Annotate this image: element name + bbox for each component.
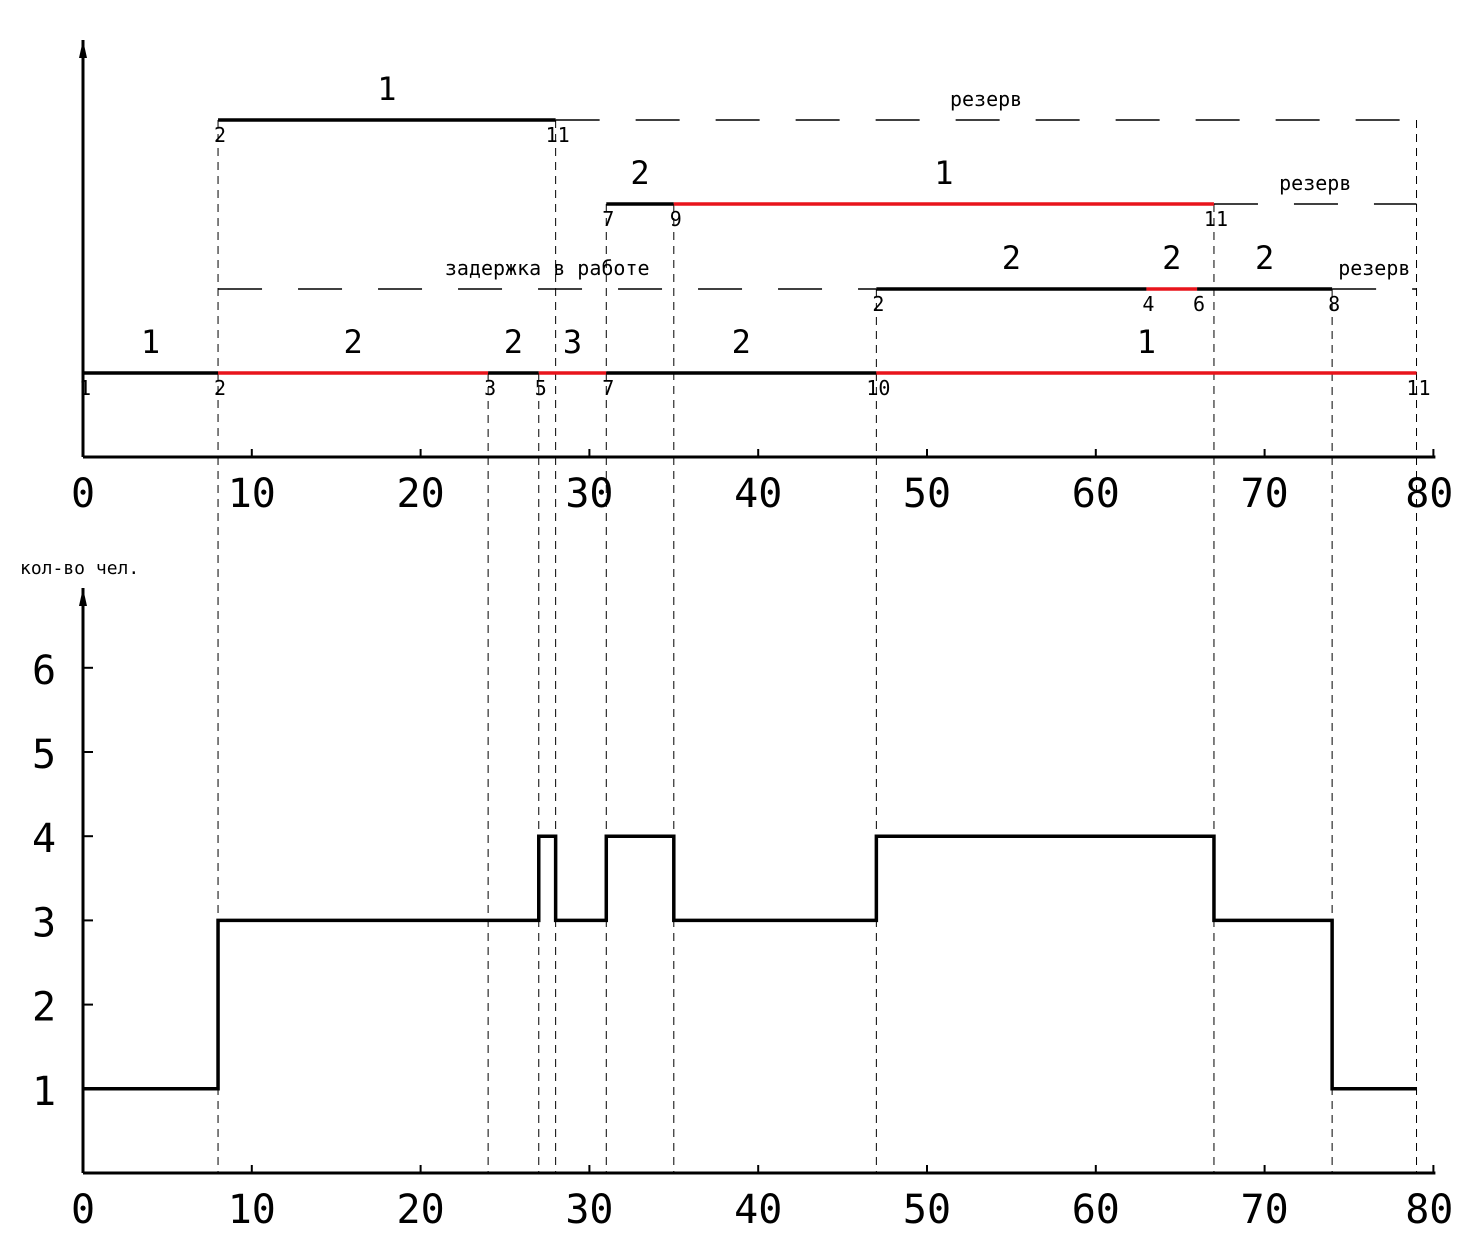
event-number: 4 bbox=[1142, 292, 1154, 316]
duration-label: 2 bbox=[1162, 239, 1181, 277]
reserve-label: резерв bbox=[950, 87, 1022, 111]
workforce-y-tick-label: 6 bbox=[32, 648, 56, 694]
duration-label: 2 bbox=[504, 323, 523, 361]
gantt-x-tick-label: 60 bbox=[1072, 471, 1120, 517]
gantt-y-axis-arrow bbox=[79, 40, 87, 58]
event-number: 7 bbox=[602, 207, 614, 231]
gantt-work-segments bbox=[83, 118, 1417, 375]
workforce-y-axis-arrow bbox=[79, 588, 87, 606]
workforce-x-tick-label: 20 bbox=[397, 1187, 445, 1233]
event-number: 11 bbox=[1406, 376, 1430, 400]
workforce-x-tick-label: 70 bbox=[1241, 1187, 1289, 1233]
gantt-x-tick-label: 70 bbox=[1241, 471, 1289, 517]
workforce-y-axis-label: кол-во чел. bbox=[20, 558, 139, 579]
reserve-label: задержка в работе bbox=[445, 256, 650, 280]
workforce-x-tick-label: 10 bbox=[228, 1187, 276, 1233]
workforce-step-path bbox=[83, 834, 1417, 1091]
duration-label: 1 bbox=[377, 70, 396, 108]
event-number: 8 bbox=[1328, 292, 1340, 316]
workforce-x-tick-label: 80 bbox=[1405, 1187, 1453, 1233]
gantt-x-tick-label: 0 bbox=[71, 471, 95, 517]
duration-label: 2 bbox=[630, 154, 649, 192]
gantt-axes: 0 10 20 30 40 50 60 70 80 bbox=[71, 40, 1453, 517]
duration-label: 2 bbox=[1255, 239, 1274, 277]
event-number: 2 bbox=[214, 376, 226, 400]
event-number: 7 bbox=[602, 376, 614, 400]
workforce-x-tick-label: 50 bbox=[903, 1187, 951, 1233]
gantt-x-tick-label: 40 bbox=[734, 471, 782, 517]
gantt-x-tick-label: 80 bbox=[1405, 471, 1453, 517]
workforce-x-tick-label: 0 bbox=[71, 1187, 95, 1233]
duration-label: 2 bbox=[1002, 239, 1021, 277]
event-number: 1 bbox=[79, 376, 91, 400]
workforce-step-line bbox=[83, 834, 1417, 1091]
gantt-x-tick-label: 10 bbox=[228, 471, 276, 517]
event-number: 3 bbox=[484, 376, 496, 400]
workforce-x-tick-label: 30 bbox=[565, 1187, 613, 1233]
workforce-guides bbox=[217, 457, 1418, 1173]
duration-label: 2 bbox=[343, 323, 362, 361]
gantt-reserve-lines bbox=[218, 119, 1417, 290]
workforce-x-tick-label: 40 bbox=[734, 1187, 782, 1233]
gantt-x-tick-label: 50 bbox=[903, 471, 951, 517]
event-number: 11 bbox=[1204, 207, 1228, 231]
duration-label: 1 bbox=[141, 323, 160, 361]
workforce-y-tick-label: 4 bbox=[32, 816, 56, 862]
workforce-y-tick-label: 3 bbox=[32, 900, 56, 946]
reserve-label: резерв bbox=[1338, 256, 1410, 280]
reserve-label: резерв bbox=[1279, 171, 1351, 195]
workforce-chart: кол-во чел. 0 10 20 30 40 50 60 70 80 1 2 3 4 5 6 bbox=[20, 457, 1453, 1233]
workforce-y-tick-label: 2 bbox=[32, 985, 56, 1031]
gantt-x-tick-label: 20 bbox=[397, 471, 445, 517]
event-number: 10 bbox=[866, 376, 890, 400]
event-number: 5 bbox=[535, 376, 547, 400]
workforce-axes: 0 10 20 30 40 50 60 70 80 1 2 3 4 5 6 bbox=[32, 588, 1453, 1233]
event-number: 9 bbox=[670, 207, 682, 231]
event-number: 2 bbox=[214, 123, 226, 147]
event-number: 2 bbox=[872, 292, 884, 316]
duration-label: 1 bbox=[1137, 323, 1156, 361]
workforce-y-tick-label: 1 bbox=[32, 1069, 56, 1115]
workforce-x-tick-label: 60 bbox=[1072, 1187, 1120, 1233]
gantt-x-tick-label: 30 bbox=[565, 471, 613, 517]
duration-label: 3 bbox=[563, 323, 582, 361]
event-number: 6 bbox=[1193, 292, 1205, 316]
duration-label: 2 bbox=[732, 323, 751, 361]
workforce-y-tick-label: 5 bbox=[32, 732, 56, 778]
duration-label: 1 bbox=[934, 154, 953, 192]
event-number: 11 bbox=[546, 123, 570, 147]
